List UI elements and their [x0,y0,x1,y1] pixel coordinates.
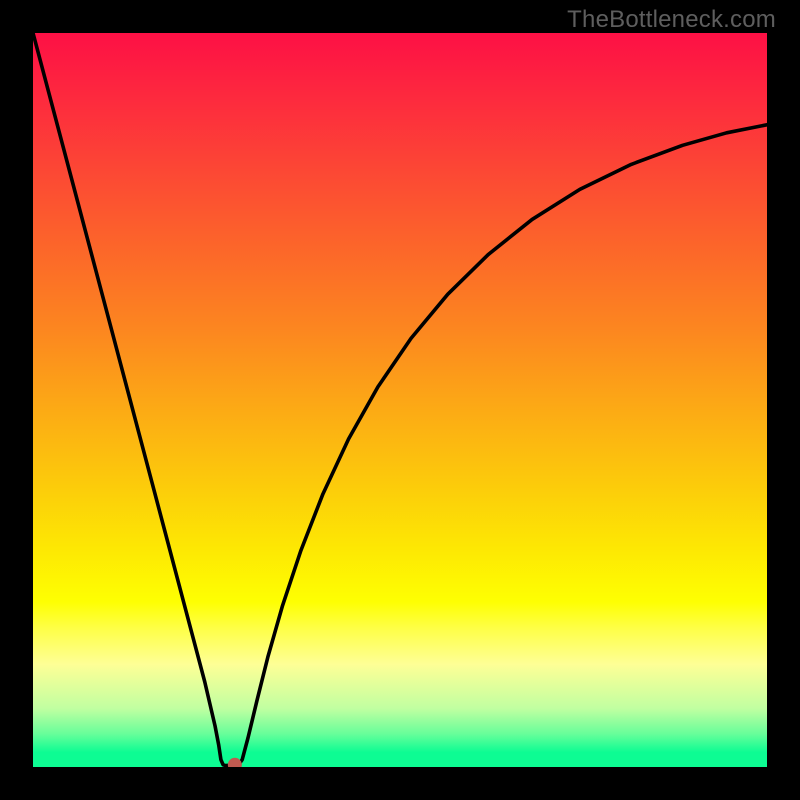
minimum-point-marker [228,758,242,767]
plot-area [33,33,767,767]
chart-container: { "canvas": { "width": 800, "height": 80… [0,0,800,800]
watermark-text: TheBottleneck.com [567,6,776,34]
bottleneck-curve [33,33,767,767]
